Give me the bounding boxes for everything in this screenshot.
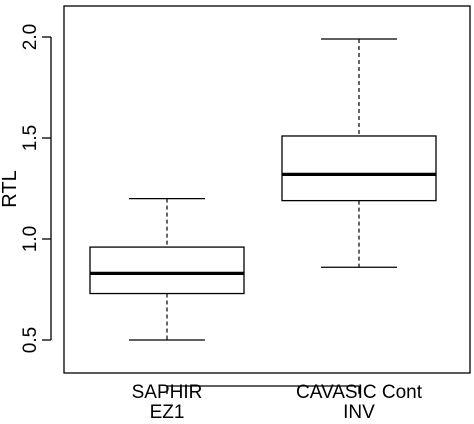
x-category-label-line1: SAPHIR (132, 382, 203, 403)
boxes (89, 38, 437, 341)
box-group (281, 38, 437, 268)
x-category-label-line1: CAVASIC Cont (296, 382, 423, 403)
box-group (89, 197, 245, 341)
y-tick-label: 1.5 (20, 125, 41, 151)
x-category-label-line2: INV (343, 402, 375, 423)
x-category-label-line2: EZ1 (150, 402, 185, 423)
y-axis: 0.5 1.0 1.5 2.0 (20, 24, 52, 353)
y-axis-label: RTL (0, 170, 21, 207)
y-tick-label: 0.5 (20, 327, 41, 353)
iqr-box (281, 135, 437, 202)
y-tick-label: 1.0 (20, 226, 41, 252)
iqr-box (89, 246, 245, 295)
plot-frame (63, 5, 471, 374)
y-tick-label: 2.0 (20, 24, 41, 50)
